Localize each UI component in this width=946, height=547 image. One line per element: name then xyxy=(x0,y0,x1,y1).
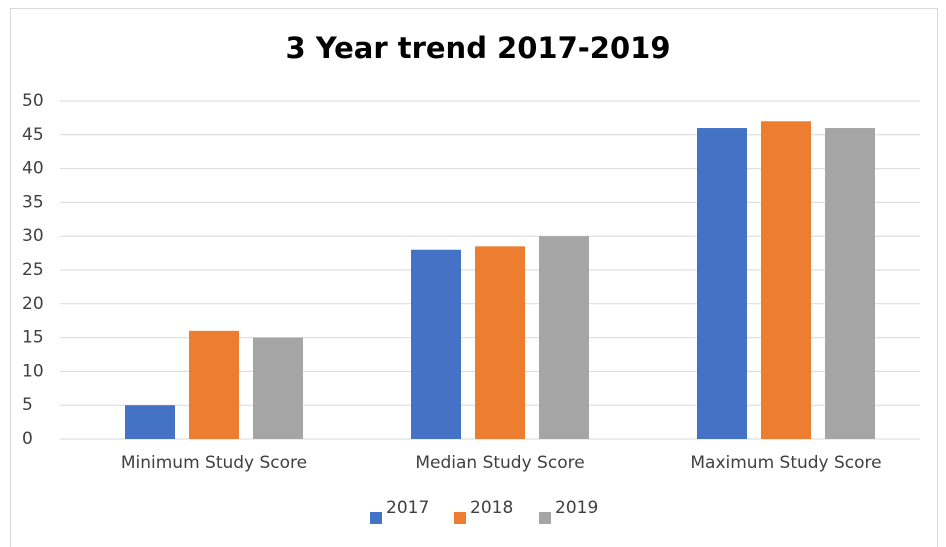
legend-label: 2018 xyxy=(470,498,513,518)
legend-swatch xyxy=(370,512,382,524)
y-tick-label: 50 xyxy=(22,91,44,111)
bar xyxy=(189,330,239,439)
bar xyxy=(825,128,875,440)
legend-label: 2019 xyxy=(555,498,598,518)
bar xyxy=(475,246,525,439)
y-tick-label: 35 xyxy=(22,192,44,212)
bar xyxy=(253,337,303,439)
y-tick-label: 5 xyxy=(22,395,33,415)
bar xyxy=(125,405,175,439)
y-tick-label: 30 xyxy=(22,226,44,246)
y-tick-label: 0 xyxy=(22,429,33,449)
y-tick-label: 25 xyxy=(22,260,44,280)
x-tick-label: Minimum Study Score xyxy=(121,453,307,473)
legend-swatch xyxy=(454,512,466,524)
y-tick-label: 20 xyxy=(22,294,44,314)
chart-title: 3 Year trend 2017-2019 xyxy=(285,31,670,65)
legend-swatch xyxy=(539,512,551,524)
y-tick-label: 40 xyxy=(22,159,44,179)
bar xyxy=(539,236,589,439)
y-tick-label: 15 xyxy=(22,328,44,348)
y-tick-label: 10 xyxy=(22,361,44,381)
bar xyxy=(411,249,461,439)
x-tick-label: Maximum Study Score xyxy=(690,453,881,473)
bar xyxy=(697,128,747,440)
bar xyxy=(761,121,811,439)
y-tick-label: 45 xyxy=(22,125,44,145)
x-tick-label: Median Study Score xyxy=(415,453,584,473)
legend-label: 2017 xyxy=(386,498,429,518)
